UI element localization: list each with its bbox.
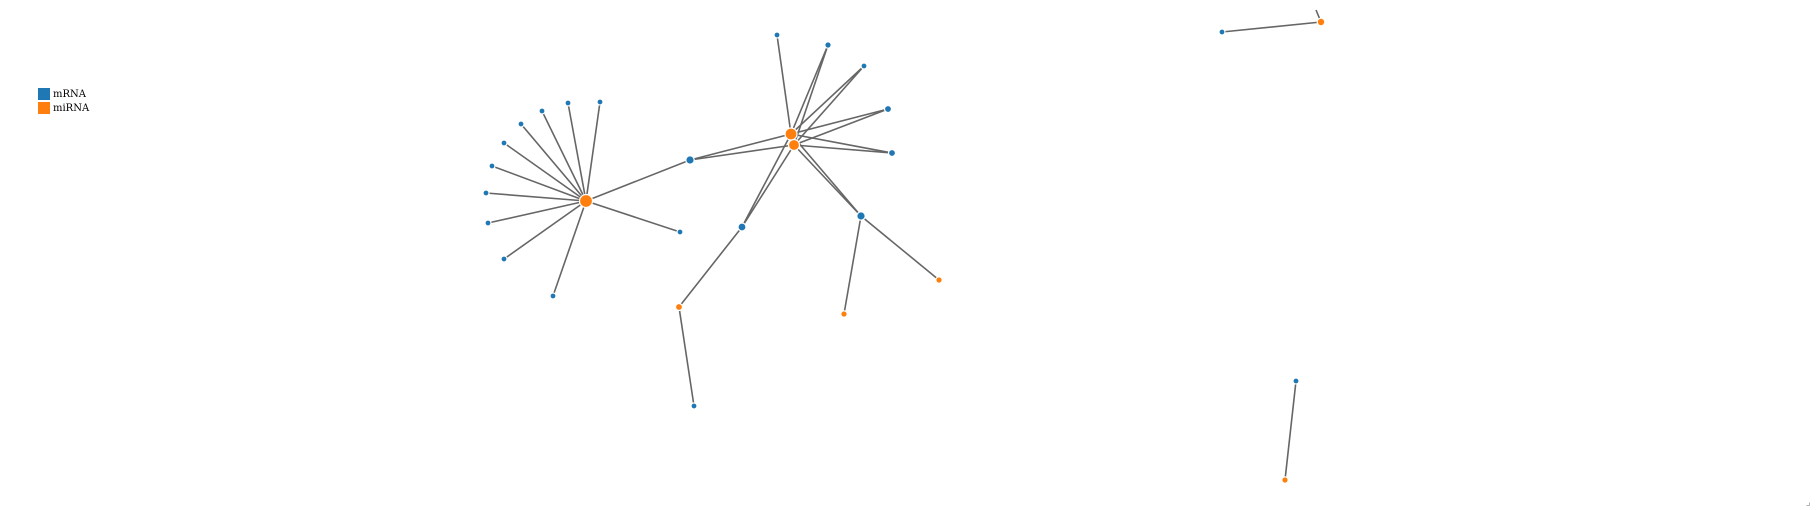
mrna-node-c5[interactable]: [887, 148, 897, 158]
legend-label-mrna: mRNA: [53, 88, 86, 100]
mrna-node-a2[interactable]: [564, 99, 572, 107]
mirna-node-m3[interactable]: [787, 138, 801, 152]
edge-m2-c2: [790, 44, 829, 135]
mrna-node-a4[interactable]: [517, 120, 525, 128]
edge-m1-b1: [585, 159, 691, 202]
mrna-node-a3[interactable]: [538, 107, 546, 115]
legend-label-mirna: miRNA: [53, 102, 90, 114]
mrna-node-c7[interactable]: [737, 222, 747, 232]
mrna-node-a7[interactable]: [482, 189, 490, 197]
edge-m1-a9: [503, 200, 587, 260]
mrna-node-a9[interactable]: [500, 255, 508, 263]
edge-m3-c5: [793, 144, 893, 154]
edge-m2-c7: [741, 133, 792, 228]
mirna-node-m4[interactable]: [674, 302, 684, 312]
mirna-node-m8[interactable]: [1281, 476, 1289, 484]
mirna-node-m6[interactable]: [935, 276, 943, 284]
mrna-node-c1[interactable]: [773, 31, 781, 39]
mrna-node-b1[interactable]: [685, 155, 695, 165]
edge-m4-c8: [678, 306, 695, 407]
edge-d1-m7: [1221, 21, 1322, 33]
nodes-layer: [482, 17, 1326, 484]
edge-m1-a4: [520, 123, 587, 202]
edge-m1-a10: [552, 200, 587, 297]
mrna-node-a10[interactable]: [549, 292, 557, 300]
edge-m1-a6: [491, 165, 587, 202]
mrna-node-c6[interactable]: [856, 211, 866, 221]
mrna-node-a8[interactable]: [484, 219, 492, 227]
mrna-node-c8[interactable]: [690, 402, 698, 410]
mirna-node-m2[interactable]: [784, 127, 798, 141]
mrna-node-a5[interactable]: [500, 139, 508, 147]
legend-item-mrna: mRNA: [38, 87, 89, 101]
edge-m2-c3: [790, 65, 865, 135]
edge-c7-m4: [678, 226, 743, 308]
mrna-node-c2[interactable]: [824, 41, 832, 49]
mrna-node-a11[interactable]: [676, 228, 684, 236]
mrna-node-d1[interactable]: [1218, 28, 1226, 36]
edge-m3-c7: [741, 144, 795, 228]
mrna-node-c3[interactable]: [860, 62, 868, 70]
links-layer: [485, 9, 1322, 481]
edge-m2-c1: [776, 34, 792, 135]
edge-m1-a11: [585, 200, 681, 233]
edge-m1-a2: [567, 102, 587, 202]
edge-d2-m8: [1284, 380, 1297, 481]
resize-handle-icon[interactable]: ⌟: [1806, 497, 1811, 508]
mrna-node-d2[interactable]: [1292, 377, 1300, 385]
edge-m3-c3: [793, 65, 865, 146]
legend-swatch-mirna: [38, 102, 50, 114]
mirna-node-m1[interactable]: [578, 193, 594, 209]
edge-m1-a7: [485, 192, 587, 202]
edge-m2-c6: [790, 133, 862, 217]
edge-m3-c2: [793, 44, 829, 146]
mirna-node-m7[interactable]: [1316, 17, 1326, 27]
edge-m1-a1: [585, 101, 601, 202]
edge-b1-m3: [689, 144, 795, 161]
edge-m1-a8: [487, 200, 587, 224]
mirna-node-m5[interactable]: [840, 310, 848, 318]
legend-swatch-mrna: [38, 88, 50, 100]
edge-b1-m2: [689, 133, 792, 161]
edge-c6-m5: [843, 215, 862, 315]
edge-m2-c5: [790, 133, 893, 154]
edge-c6-m6: [860, 215, 940, 281]
mrna-node-a1[interactable]: [596, 98, 604, 106]
legend: mRNA miRNA: [38, 87, 89, 115]
mrna-node-c4[interactable]: [883, 104, 893, 114]
edge-m3-c4: [793, 108, 889, 146]
edge-m1-a5: [503, 142, 587, 202]
edge-m1-a3: [541, 110, 587, 202]
mrna-node-a6[interactable]: [488, 162, 496, 170]
legend-item-mirna: miRNA: [38, 101, 89, 115]
edge-m3-c6: [793, 144, 862, 217]
